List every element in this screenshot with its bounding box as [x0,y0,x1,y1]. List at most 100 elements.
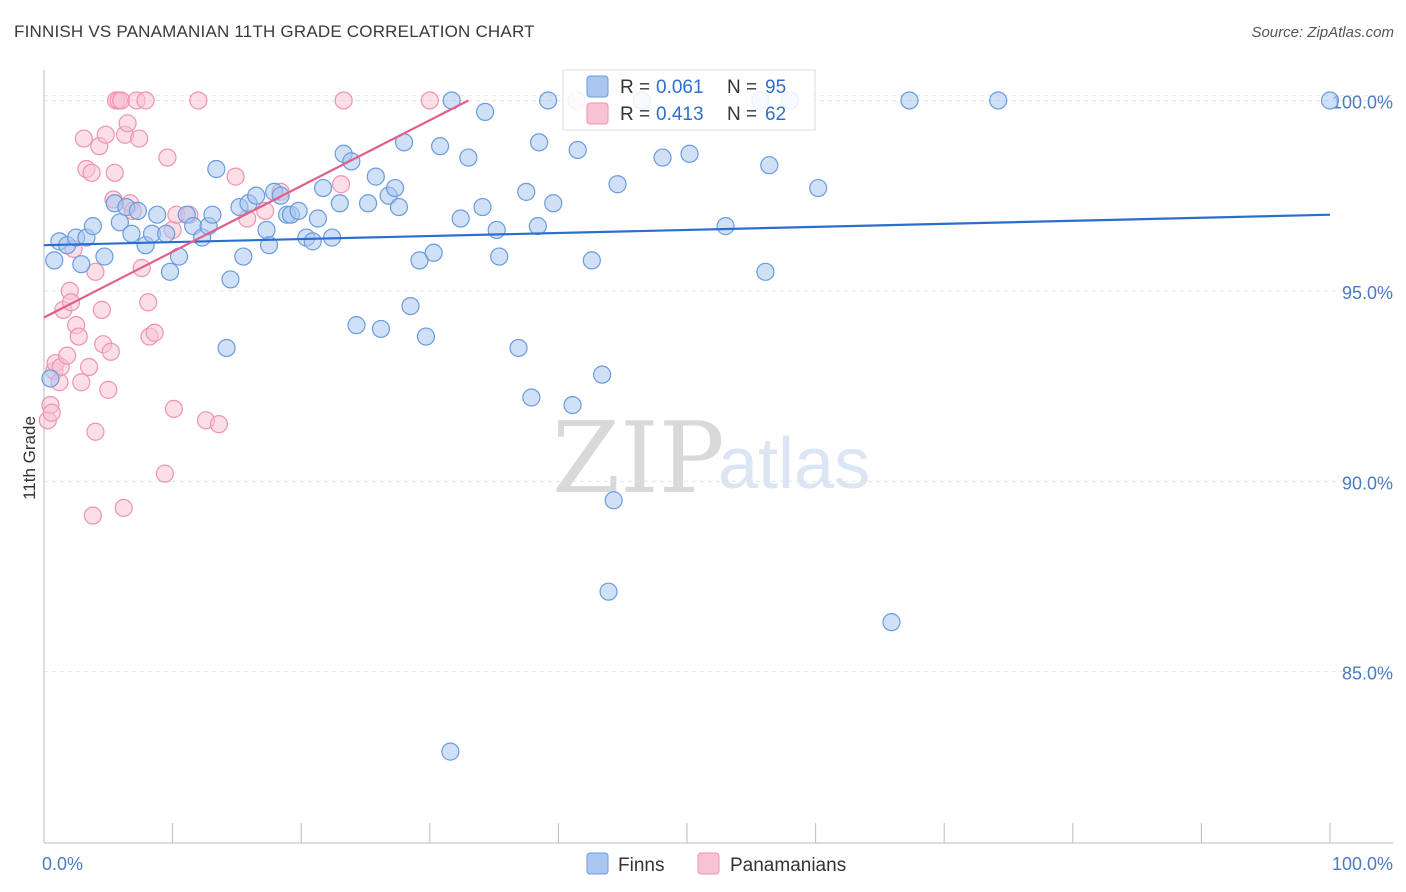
data-point [160,262,180,281]
legend-swatch-panamanians [586,102,609,125]
data-point [308,209,328,228]
panamanians-trend-line [43,99,469,319]
data-point [420,91,439,110]
data-point [209,415,228,434]
data-point [401,296,420,316]
data-point [563,395,582,415]
panamanians-series [38,91,586,525]
data-point [72,373,91,392]
x-tick-label-max: 100.0% [1332,854,1393,874]
data-point [86,262,105,281]
data-point [92,300,111,319]
data-point [756,262,775,281]
data-point [530,133,549,152]
data-point [331,175,351,194]
data-point [41,369,60,388]
data-point [45,251,64,270]
data-point [118,114,137,133]
data-point [42,403,61,422]
legend-swatch-finns [586,75,609,98]
data-point [809,178,828,198]
data-point [1320,91,1340,110]
data-point [389,197,409,217]
y-tick-label: 95.0% [1342,283,1393,303]
bottom-legend: Finns Panamanians [586,852,846,876]
data-point [882,613,901,632]
legend-n-label-finns: N = [727,77,757,98]
data-point [128,201,147,220]
data-point [451,209,470,228]
y-tick-label: 100.0% [1332,92,1393,112]
data-point [568,140,587,160]
data-point [136,91,155,110]
data-point [528,217,547,236]
legend-r-label-finns: R = [620,77,650,98]
data-point [112,91,131,110]
data-point [416,327,436,346]
x-ticks [43,823,1331,843]
watermark-zip: ZIP [552,402,725,516]
data-point [608,175,627,194]
data-point [517,182,536,201]
data-point [358,194,378,213]
data-point [58,346,77,365]
data-point [61,293,81,312]
data-point [207,159,226,179]
data-point [95,247,114,266]
data-point [544,194,563,213]
data-point [289,201,308,220]
data-point [539,91,558,110]
data-point [234,247,253,266]
data-point [900,91,919,110]
legend-r-value-panamanians: 0.413 [656,104,704,125]
y-tick-label: 90.0% [1342,473,1393,493]
data-point [79,357,99,377]
legend-n-value-panamanians: 62 [765,104,786,125]
watermark-atlas: atlas [718,424,870,504]
data-point [430,137,450,156]
data-point [347,316,366,335]
legend: R = 0.061 N = 95 R = 0.413 N = 62 [562,69,816,131]
chart-source: Source: ZipAtlas.com [1251,24,1394,41]
legend-n-value-finns: 95 [765,77,786,98]
data-point [257,220,276,240]
data-point [164,399,183,419]
y-tick-labels: 85.0% 90.0% 95.0% 100.0% [1332,92,1393,683]
data-point [490,247,509,266]
data-point [226,167,245,186]
data-point [221,270,240,289]
bottom-legend-label-panamanians: Panamanians [730,855,846,876]
data-point [69,327,88,346]
data-point [130,129,149,148]
data-point [604,491,623,510]
data-point [593,365,612,384]
data-point [83,217,102,236]
x-tick-label-min: 0.0% [42,854,83,874]
data-point [72,255,91,274]
data-point [599,582,618,601]
data-point [366,167,385,186]
data-point [247,186,266,205]
data-point [114,498,133,518]
data-point [110,213,129,232]
data-point [105,163,124,182]
data-point [487,220,506,240]
data-point [582,251,601,270]
data-point [155,464,174,483]
data-point [716,217,735,236]
data-point [475,102,495,121]
chart-title: FINNISH VS PANAMANIAN 11TH GRADE CORRELA… [14,22,535,41]
grid-lines [44,94,1393,673]
y-tick-label: 85.0% [1342,664,1393,684]
data-point [760,156,779,175]
data-point [145,323,164,342]
data-point [989,91,1008,110]
data-point [522,388,541,407]
data-point [385,178,405,198]
data-point [139,293,158,312]
bottom-legend-swatch-finns [586,852,609,875]
legend-r-label-panamanians: R = [620,104,650,125]
data-point [157,224,176,243]
data-point [410,251,429,270]
